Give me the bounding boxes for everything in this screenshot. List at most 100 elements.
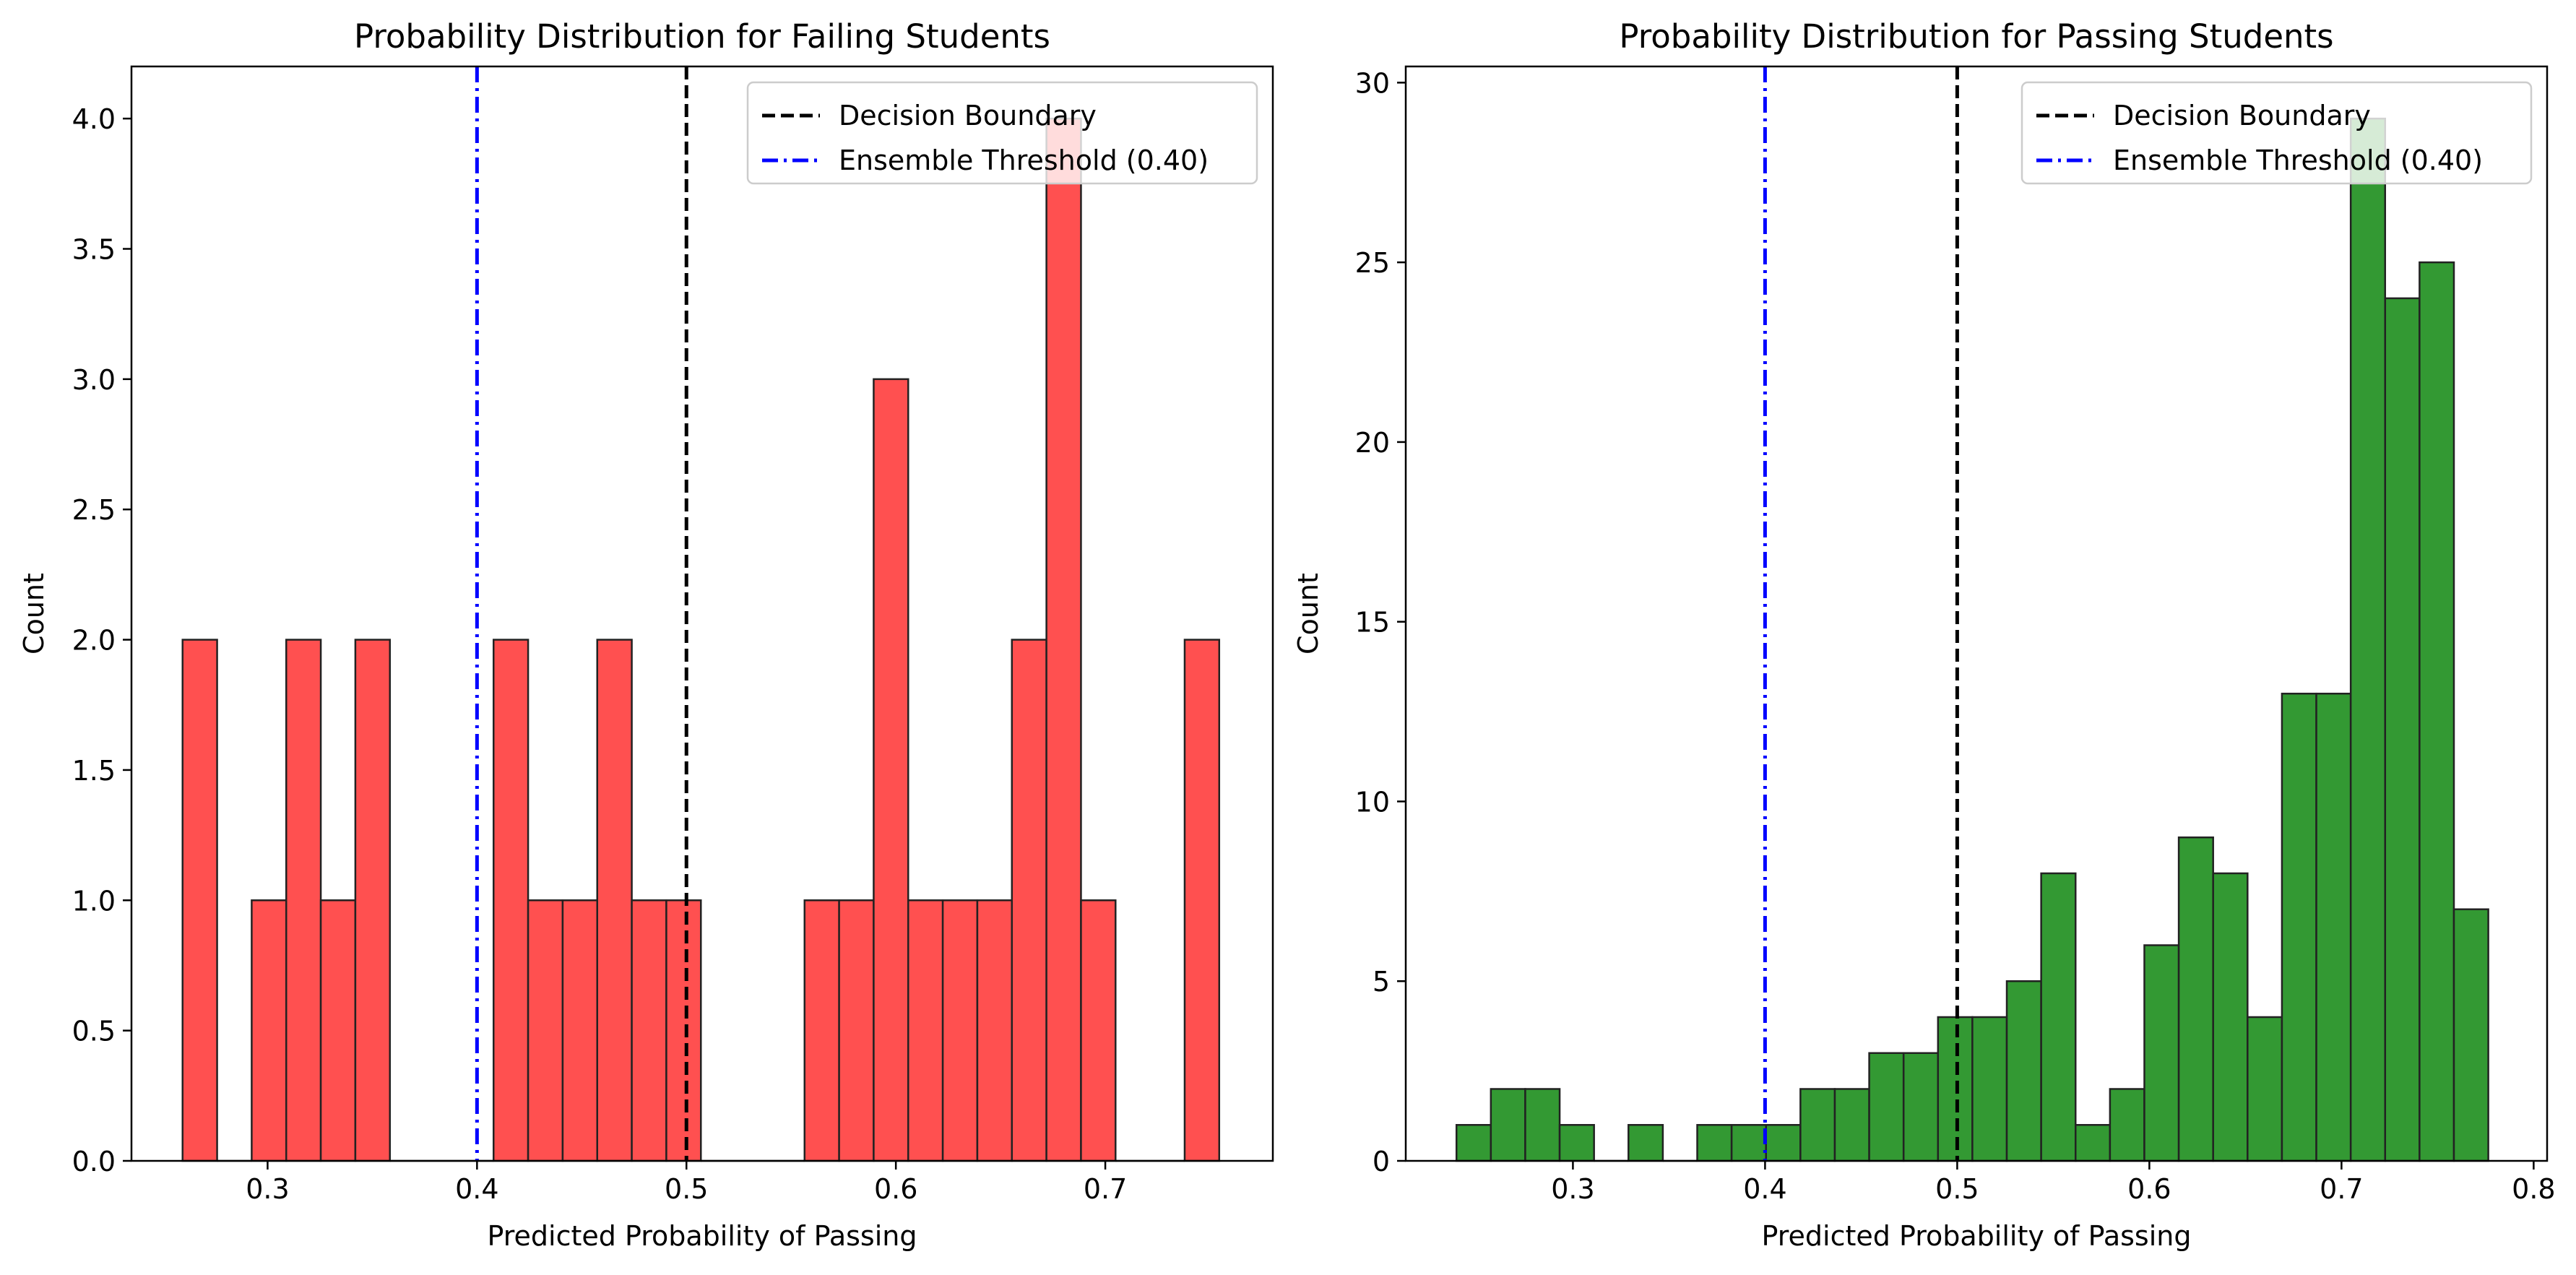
passing-y-tick-label: 30 — [1355, 67, 1390, 99]
passing-y-tick-label: 25 — [1355, 247, 1390, 279]
passing-y-tick-label: 5 — [1373, 966, 1390, 998]
failing-bar — [319, 899, 357, 1162]
passing-axes-frame — [1404, 65, 2549, 1162]
failing-bar — [251, 899, 288, 1162]
passing-bar — [1799, 1088, 1836, 1162]
failing-y-tick-label: 1.0 — [72, 885, 116, 917]
passing-bar — [1868, 1052, 1905, 1162]
passing-bar — [1490, 1088, 1526, 1162]
failing-y-tick-label: 2.5 — [72, 494, 116, 526]
failing-legend: Decision Boundary Ensemble Threshold (0.4… — [746, 81, 1258, 185]
failing-axes-frame — [130, 65, 1274, 1162]
passing-bar — [2177, 836, 2214, 1162]
passing-y-tick-label: 0 — [1373, 1146, 1390, 1177]
failing-x-tick-label: 0.7 — [1084, 1173, 1127, 1205]
failing-bar — [976, 899, 1013, 1162]
passing-threshold-lines — [1763, 66, 1959, 1161]
passing-bar — [1558, 1123, 1595, 1162]
passing-bar — [1833, 1088, 1870, 1162]
passing-bar — [1524, 1088, 1561, 1162]
failing-bar — [803, 899, 840, 1162]
failing-y-tick-label: 1.5 — [72, 755, 116, 787]
failing-bar — [1045, 117, 1082, 1162]
passing-x-ticks: 0.3 0.4 0.5 0.6 0.7 0.8 — [1551, 1161, 2556, 1205]
passing-x-tick-label: 0.8 — [2512, 1173, 2555, 1205]
failing-y-tick-label: 2.0 — [72, 625, 116, 657]
passing-bar — [2005, 980, 2042, 1162]
failing-legend-label: Decision Boundary — [839, 100, 1097, 131]
failing-bar — [527, 899, 564, 1162]
passing-bar — [1455, 1123, 1492, 1162]
failing-bar — [838, 899, 875, 1162]
failing-chart-title: Probability Distribution for Failing Stu… — [354, 17, 1050, 56]
passing-x-tick-label: 0.7 — [2320, 1173, 2363, 1205]
failing-bar — [596, 639, 633, 1162]
passing-bar — [2143, 944, 2180, 1162]
passing-bar — [1696, 1123, 1733, 1162]
passing-bar — [1765, 1123, 1802, 1162]
passing-legend-box — [2020, 81, 2533, 185]
passing-legend: Decision Boundary Ensemble Threshold (0.4… — [2020, 81, 2533, 185]
failing-x-tick-label: 0.5 — [665, 1173, 708, 1205]
failing-legend-box — [746, 81, 1258, 185]
failing-threshold-lines — [475, 66, 688, 1161]
passing-bars — [1455, 117, 2489, 1162]
passing-bar — [1628, 1123, 1664, 1162]
passing-legend-label: Ensemble Threshold (0.40) — [2113, 144, 2483, 176]
failing-y-tick-label: 0.0 — [72, 1146, 116, 1177]
passing-y-tick-label: 10 — [1355, 786, 1390, 818]
passing-x-tick-label: 0.6 — [2127, 1173, 2171, 1205]
passing-bar — [1902, 1052, 1940, 1162]
failing-y-tick-label: 4.0 — [72, 103, 116, 135]
passing-y-tick-label: 15 — [1355, 607, 1390, 639]
passing-y-axis-label: Count — [1292, 573, 1324, 654]
passing-y-ticks: 0 5 10 15 20 25 30 — [1355, 67, 1406, 1177]
failing-bar — [907, 899, 944, 1162]
failing-y-tick-label: 3.5 — [72, 234, 116, 266]
failing-y-tick-label: 0.5 — [72, 1016, 116, 1047]
passing-bar — [1971, 1016, 2008, 1162]
passing-students-panel: 0.3 0.4 0.5 0.6 0.7 0.8 0 5 10 15 20 25 30 Probabil… — [1292, 17, 2556, 1252]
failing-bar — [941, 899, 979, 1162]
failing-bar — [665, 899, 702, 1162]
failing-bar — [1183, 639, 1221, 1162]
failing-bar — [631, 899, 667, 1162]
passing-bar — [2452, 908, 2489, 1162]
failing-y-ticks: 0.0 0.5 1.0 1.5 2.0 2.5 3.0 3.5 4.0 — [72, 103, 131, 1177]
failing-y-axis-label: Count — [18, 573, 50, 654]
passing-bar — [2419, 261, 2455, 1162]
failing-bar — [493, 639, 530, 1162]
passing-bar — [2040, 872, 2077, 1162]
passing-bar — [2384, 297, 2421, 1162]
failing-bar — [181, 639, 218, 1162]
passing-chart-title: Probability Distribution for Passing Stu… — [1619, 17, 2333, 56]
passing-y-tick-label: 20 — [1355, 427, 1390, 459]
passing-bar — [2247, 1016, 2283, 1162]
passing-x-tick-label: 0.4 — [1743, 1173, 1786, 1205]
failing-bar — [1080, 899, 1117, 1162]
failing-legend-label: Ensemble Threshold (0.40) — [839, 144, 1209, 176]
passing-bar — [2109, 1088, 2145, 1162]
failing-bar — [873, 378, 909, 1162]
failing-y-tick-label: 3.0 — [72, 364, 116, 396]
failing-x-tick-label: 0.6 — [874, 1173, 917, 1205]
failing-bar — [1011, 639, 1047, 1162]
failing-x-tick-label: 0.3 — [246, 1173, 289, 1205]
passing-x-tick-label: 0.5 — [1935, 1173, 1979, 1205]
passing-bar — [2212, 872, 2249, 1162]
passing-bar — [2349, 117, 2387, 1162]
failing-x-tick-label: 0.4 — [455, 1173, 498, 1205]
passing-bar — [2281, 692, 2317, 1162]
passing-x-tick-label: 0.3 — [1551, 1173, 1594, 1205]
passing-bar — [1937, 1016, 1974, 1162]
failing-bars — [181, 117, 1221, 1162]
passing-x-axis-label: Predicted Probability of Passing — [1762, 1220, 2192, 1252]
passing-bar — [2315, 692, 2352, 1162]
passing-legend-label: Decision Boundary — [2113, 100, 2371, 131]
failing-bar — [561, 899, 599, 1162]
failing-x-axis-label: Predicted Probability of Passing — [488, 1220, 917, 1252]
failing-bar — [354, 639, 391, 1162]
failing-bar — [285, 639, 322, 1162]
passing-bar — [1730, 1123, 1767, 1162]
